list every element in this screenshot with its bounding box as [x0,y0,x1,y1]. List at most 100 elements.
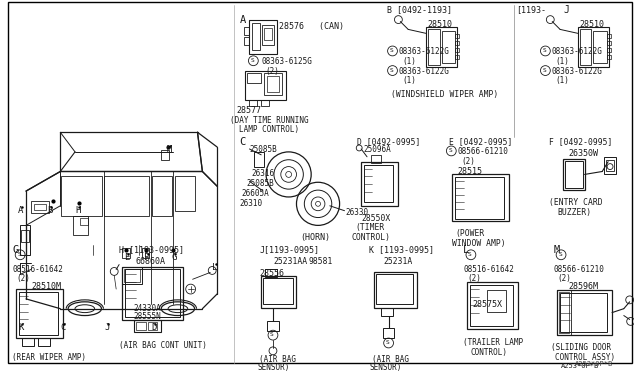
Text: SENSOR): SENSOR) [257,363,290,372]
Text: K [1193-0995]: K [1193-0995] [369,245,434,254]
Bar [124,269,140,282]
Text: F [0492-0995]: F [0492-0995] [549,137,612,146]
Text: D [0492-0995]: D [0492-0995] [357,137,420,146]
Text: B [0492-1193]: B [0492-1193] [387,5,452,14]
Text: 28596M: 28596M [569,282,599,291]
Text: (ENTRY CARD: (ENTRY CARD [549,198,603,207]
Bar [136,323,145,330]
Text: 66860A: 66860A [136,257,166,266]
Bar [364,165,394,202]
Bar [426,28,457,67]
Text: S: S [558,252,562,257]
Bar [455,48,459,52]
Text: (REAR WIPER AMP): (REAR WIPER AMP) [12,353,86,362]
Bar [250,100,257,106]
Text: J: J [563,5,569,15]
Bar [265,269,277,277]
Text: 28555N: 28555N [134,312,161,321]
Bar [557,290,612,335]
Bar [161,150,169,160]
Text: (AIR BAG CONT UNIT): (AIR BAG CONT UNIT) [119,341,207,350]
Text: E [0492-0995]: E [0492-0995] [449,137,513,146]
Text: (AIR BAG: (AIR BAG [259,355,296,364]
Text: (TIMER: (TIMER [355,224,385,232]
Text: (2): (2) [467,275,481,283]
Bar [607,55,611,59]
Bar [248,74,261,83]
Bar [250,20,277,54]
Text: 28510: 28510 [428,20,452,29]
Bar [563,159,584,190]
Text: (SLIDING DOOR: (SLIDING DOOR [551,343,611,352]
Bar [593,31,607,63]
Text: (1): (1) [555,57,569,66]
Text: B: B [47,206,53,215]
Bar [152,176,172,216]
Bar [148,323,157,330]
Bar [254,152,264,167]
Bar [578,28,609,67]
Text: S: S [449,148,452,153]
Text: 25085B: 25085B [246,179,275,188]
Bar [557,290,571,335]
Bar [565,161,582,188]
Text: 28510M: 28510M [32,282,62,291]
Text: H: H [75,206,81,215]
Text: K: K [18,323,24,333]
Bar [261,100,269,106]
Text: CONTROL): CONTROL) [351,233,390,242]
Bar [607,48,611,52]
Bar [606,160,614,171]
Text: S: S [250,58,254,63]
Text: WINDOW AMP): WINDOW AMP) [452,239,506,248]
Text: M: M [166,145,172,154]
Text: (1): (1) [403,57,416,66]
Bar [361,162,398,206]
Bar [607,34,611,38]
Text: 08363-6122G: 08363-6122G [551,47,602,56]
Text: E: E [124,253,129,262]
Bar [455,55,459,59]
Text: S: S [468,252,472,257]
Bar [261,276,296,308]
Bar [175,176,195,211]
Bar [383,328,394,338]
Bar [580,29,591,65]
Text: (TRAILER LAMP: (TRAILER LAMP [463,338,523,347]
Text: [1193-: [1193- [516,5,546,14]
Text: 26605A: 26605A [242,189,269,198]
Text: 08363-6122G: 08363-6122G [398,67,449,76]
Text: 25085B: 25085B [250,145,277,154]
Text: L: L [212,263,218,272]
Text: H [1193-0995]: H [1193-0995] [119,245,184,254]
Text: J: J [104,323,110,333]
Text: CONTROL): CONTROL) [471,348,508,357]
Text: S: S [386,340,389,345]
Bar [371,155,381,163]
Text: 08566-61210: 08566-61210 [553,264,604,273]
Text: 26316: 26316 [252,169,275,177]
Bar [125,269,180,317]
Bar [455,41,459,45]
Text: 28577: 28577 [237,106,262,115]
Bar [104,176,148,216]
Bar [244,71,285,100]
Text: LAMP CONTROL): LAMP CONTROL) [239,125,299,134]
Text: CONTROL ASSY): CONTROL ASSY) [555,353,615,362]
Text: F: F [143,253,149,262]
Bar [80,218,88,225]
Text: C: C [239,137,246,147]
Text: (DAY TIME RUNNING: (DAY TIME RUNNING [230,116,308,125]
Text: (1): (1) [555,76,569,86]
Text: S: S [17,252,21,257]
Text: 28550X: 28550X [361,214,390,222]
Bar [262,25,274,45]
Text: 28556: 28556 [259,269,284,278]
Text: 26310: 26310 [239,199,263,208]
Text: 26330: 26330 [346,208,369,217]
Bar [122,267,183,320]
Bar [470,285,513,326]
Text: (2): (2) [16,275,30,283]
Text: 08516-61642: 08516-61642 [12,264,63,273]
Text: 08363-6125G: 08363-6125G [261,57,312,66]
